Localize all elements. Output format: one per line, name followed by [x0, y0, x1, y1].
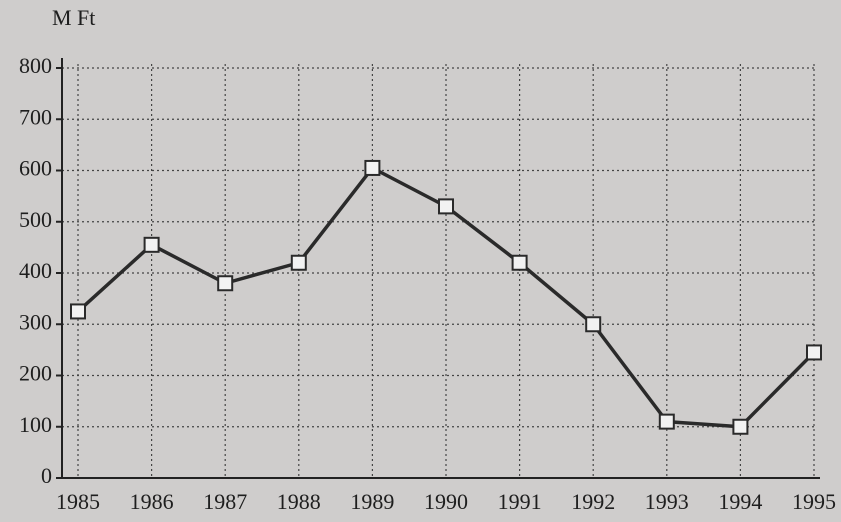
data-point — [70, 303, 86, 320]
x-tick-label: 1985 — [56, 489, 100, 514]
data-point — [511, 254, 528, 271]
data-point — [658, 413, 675, 430]
x-tick-label: 1989 — [350, 489, 394, 514]
y-tick-label: 700 — [19, 104, 52, 129]
y-axis-label: M Ft — [52, 5, 95, 30]
x-tick-label: 1995 — [792, 489, 836, 514]
y-tick-label: 0 — [41, 463, 52, 488]
x-tick-label: 1993 — [645, 489, 689, 514]
x-tick-label: 1986 — [130, 489, 174, 514]
data-point — [438, 198, 454, 215]
y-tick-label: 100 — [19, 412, 52, 437]
data-point — [364, 159, 381, 176]
y-tick-label: 800 — [19, 53, 52, 78]
y-tick-label: 500 — [19, 207, 52, 232]
x-tick-label: 1992 — [571, 489, 615, 514]
data-point — [585, 316, 602, 333]
x-tick-label: 1990 — [424, 489, 468, 514]
x-tick-label: 1988 — [277, 489, 321, 514]
x-tick-label: 1987 — [203, 489, 247, 514]
y-tick-label: 400 — [19, 258, 52, 283]
x-tick-label: 1991 — [498, 489, 542, 514]
data-point — [217, 275, 234, 292]
y-tick-label: 300 — [19, 309, 52, 334]
y-tick-label: 200 — [19, 361, 52, 386]
y-tick-label: 600 — [19, 156, 52, 181]
data-point — [806, 344, 822, 361]
data-point — [290, 254, 307, 271]
x-tick-label: 1994 — [718, 489, 762, 514]
data-point — [143, 236, 160, 253]
data-point — [732, 418, 749, 435]
